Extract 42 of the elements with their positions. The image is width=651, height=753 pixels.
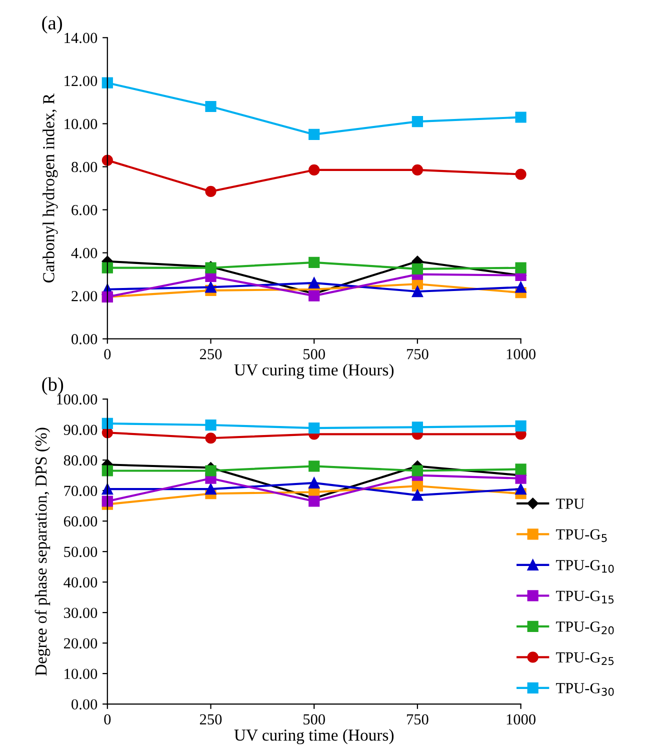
y-tick-label: 70.00 <box>64 486 98 496</box>
x-tick-label: 0 <box>104 349 111 360</box>
y-axis-title: Degree of phase separation, DPS (%) <box>34 428 50 676</box>
x-tick-label: 1000 <box>506 714 536 725</box>
x-axis-title: UV curing time (Hours) <box>234 729 394 744</box>
x-tick-label: 0 <box>104 714 111 725</box>
y-tick-label: 60.00 <box>64 516 98 527</box>
legend-label: TPU-G$_{20}$ <box>556 622 614 634</box>
legend-label: TPU-G$_{10}$ <box>556 560 614 573</box>
y-tick-label: 8.00 <box>72 162 98 172</box>
y-tick-label: 90.00 <box>64 424 98 436</box>
x-tick-label: 1000 <box>506 349 536 360</box>
y-tick-label: 40.00 <box>64 577 98 588</box>
legend-label: TPU <box>556 498 584 509</box>
y-tick-label: 14.00 <box>64 32 98 44</box>
y-tick-label: 10.00 <box>64 118 98 130</box>
y-tick-label: 0.00 <box>72 699 98 710</box>
y-tick-label: 12.00 <box>64 76 98 86</box>
y-tick-label: 50.00 <box>64 546 98 558</box>
chart-title: (b) <box>42 377 64 395</box>
y-tick-label: 2.00 <box>72 290 98 302</box>
y-tick-label: 20.00 <box>64 638 98 649</box>
x-axis-title: UV curing time (Hours) <box>234 364 394 379</box>
y-tick-label: 6.00 <box>72 204 98 216</box>
y-tick-label: 30.00 <box>64 608 98 618</box>
x-tick-label: 500 <box>304 349 325 360</box>
y-tick-label: 4.00 <box>71 248 98 258</box>
chart-title: (a) <box>42 16 62 34</box>
legend-label: TPU-G$_{30}$ <box>556 683 614 696</box>
y-axis-title: Carbonyl hydrogen index, R <box>42 93 58 282</box>
y-tick-label: 80.00 <box>64 455 98 466</box>
x-tick-label: 500 <box>304 714 325 725</box>
legend-label: TPU-G$_{5}$ <box>556 529 607 542</box>
legend-label: TPU-G$_{15}$ <box>556 590 614 604</box>
y-tick-label: 0.00 <box>72 334 98 344</box>
x-tick-label: 250 <box>200 714 222 725</box>
y-tick-label: 100.00 <box>57 394 98 405</box>
x-tick-label: 250 <box>200 349 222 360</box>
x-tick-label: 750 <box>407 349 428 360</box>
y-tick-label: 10.00 <box>64 668 98 680</box>
legend-label: TPU-G$_{25}$ <box>556 652 614 666</box>
x-tick-label: 750 <box>407 714 428 725</box>
